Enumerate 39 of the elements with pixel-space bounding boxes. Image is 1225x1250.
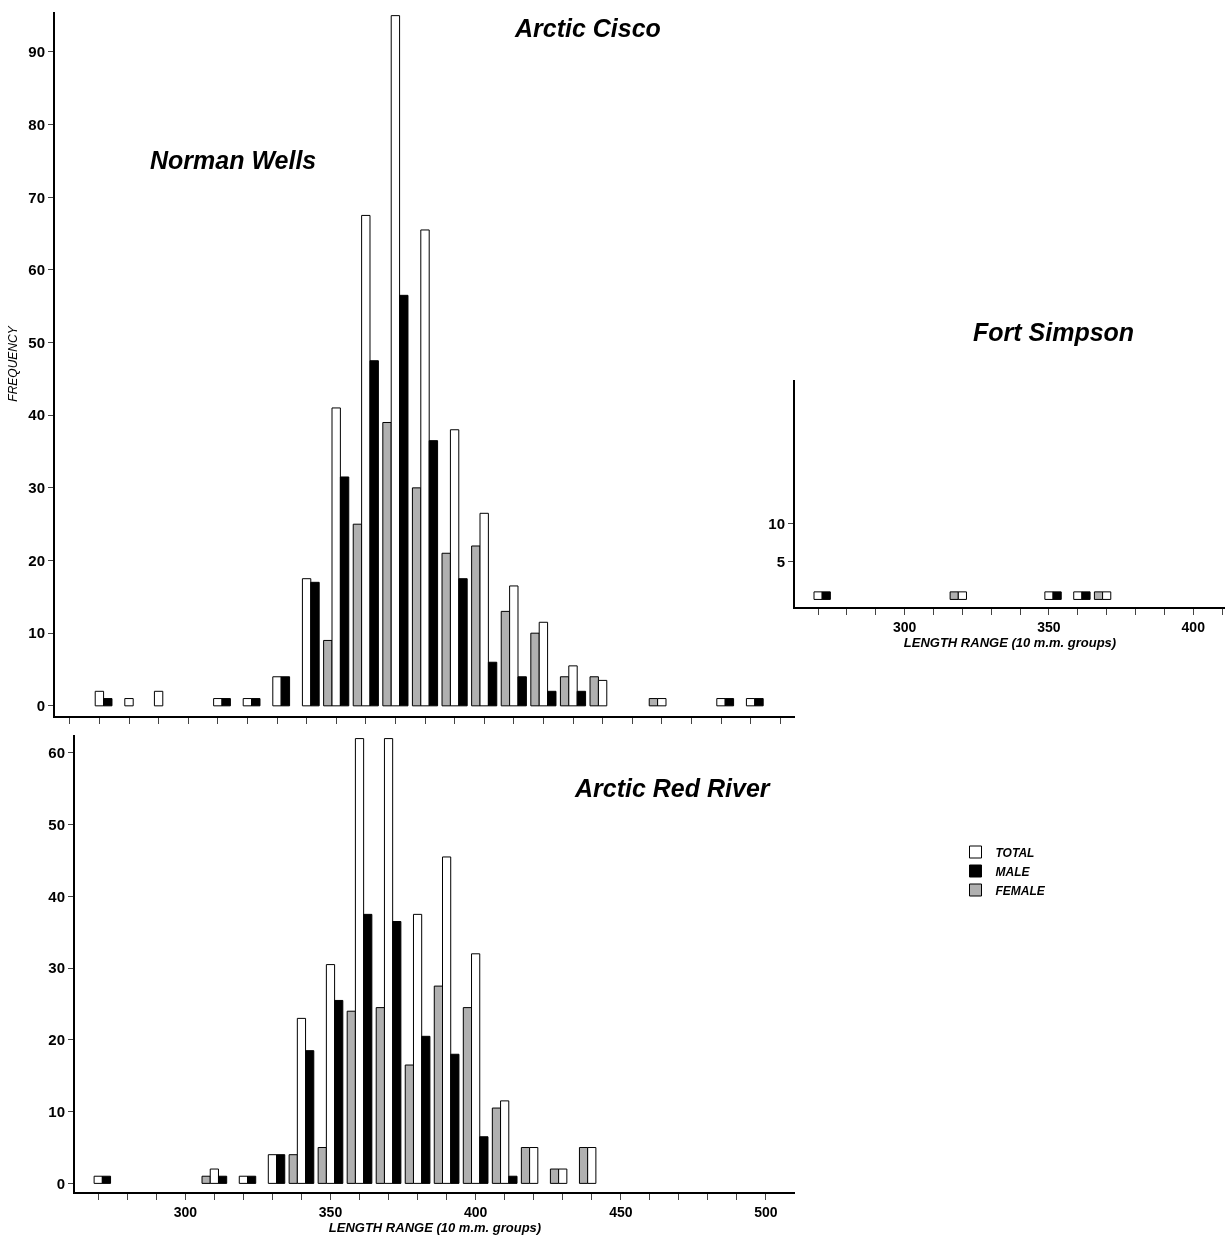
x-axis-title: LENGTH RANGE (10 m.m. groups) xyxy=(328,1219,542,1235)
text: Arctic Red River xyxy=(574,774,771,802)
y-tick-label: 70 xyxy=(28,188,45,206)
x-tick-label: 300 xyxy=(892,618,917,635)
y-tick-label: 30 xyxy=(48,959,65,977)
y-tick-label: 90 xyxy=(28,43,45,61)
y-tick-label: 5 xyxy=(776,552,785,570)
y-tick-label: 10 xyxy=(48,1102,65,1120)
x-tick-label: 450 xyxy=(609,1203,633,1220)
y-tick-label: 60 xyxy=(48,744,65,762)
y-tick-label: 0 xyxy=(56,1174,65,1192)
y-tick-label: 40 xyxy=(28,406,45,424)
x-tick-label: 500 xyxy=(754,1203,778,1220)
y-tick-label: 20 xyxy=(28,551,45,569)
x-tick-label: 350 xyxy=(1037,618,1061,635)
bar xyxy=(153,690,164,707)
y-tick-label: 50 xyxy=(28,333,45,351)
y-axis-title: FREQUENCY xyxy=(6,325,21,402)
x-axis-title: LENGTH RANGE (10 m.m. groups) xyxy=(903,634,1117,650)
x-tick-label: 300 xyxy=(173,1203,198,1220)
chart-title: Fort Simpson xyxy=(973,318,1135,346)
bar xyxy=(124,698,134,707)
legend-label: MALE xyxy=(995,864,1031,879)
annotation: Norman Wells xyxy=(150,146,317,174)
legend-label: TOTAL xyxy=(995,845,1035,860)
y-tick-label: 30 xyxy=(28,479,45,497)
y-tick-label: 80 xyxy=(28,115,45,133)
y-tick-label: 10 xyxy=(28,624,45,642)
y-tick-label: 40 xyxy=(48,887,65,905)
y-tick-label: 50 xyxy=(48,815,65,833)
legend-label: FEMALE xyxy=(995,883,1046,898)
y-tick-label: 10 xyxy=(768,515,785,533)
x-tick-label: 400 xyxy=(1181,618,1206,635)
chart-title: Arctic Cisco xyxy=(514,14,661,42)
x-tick-label: 400 xyxy=(463,1203,488,1220)
y-tick-label: 0 xyxy=(36,697,45,715)
y-tick-label: 60 xyxy=(28,261,45,279)
x-tick-label: 350 xyxy=(318,1203,343,1220)
y-tick-label: 20 xyxy=(48,1031,65,1049)
